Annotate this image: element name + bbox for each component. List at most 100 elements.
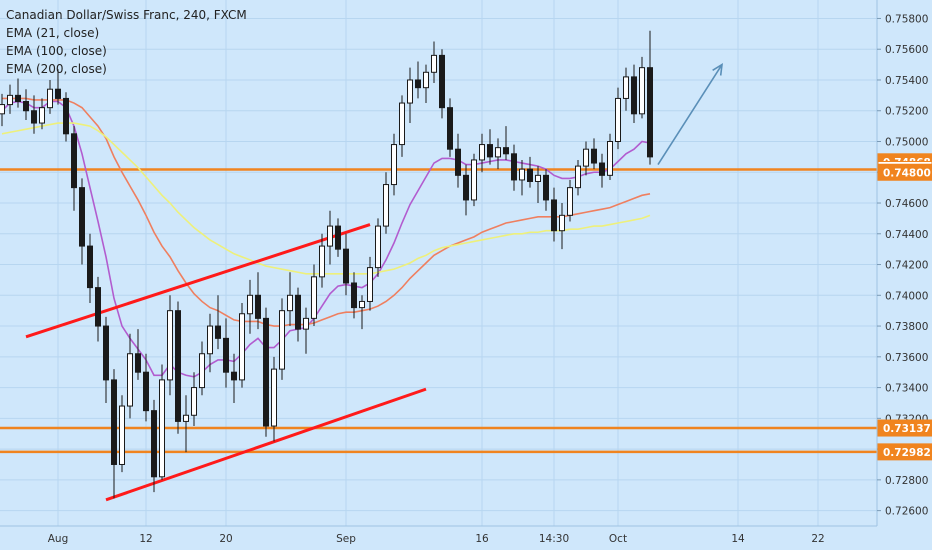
candle [247, 279, 253, 334]
candle [399, 95, 405, 157]
candle-body [599, 162, 605, 176]
candle-body [647, 67, 653, 158]
candle-body [495, 147, 501, 158]
candle [647, 30, 653, 165]
candle-body [503, 147, 509, 155]
candle-body [239, 313, 245, 381]
price-label-badge: 0.73137 [877, 419, 932, 437]
candle [479, 133, 485, 173]
candle-body [575, 165, 581, 189]
candle [463, 164, 469, 216]
candle [631, 64, 637, 124]
candle [431, 41, 437, 84]
candle-body [271, 368, 277, 427]
candle-body [255, 294, 261, 319]
time-axis-tick-label: 14:30 [539, 533, 569, 545]
candle [0, 93, 5, 127]
candle [575, 159, 581, 196]
candle [63, 92, 69, 142]
candle [303, 307, 309, 354]
candle [231, 353, 237, 403]
price-axis-tick-label: 0.75600 [885, 44, 928, 56]
time-axis-tick-label: Oct [609, 533, 627, 545]
candle [351, 272, 357, 319]
candle-body [207, 325, 213, 355]
price-axis-tick-label: 0.73400 [885, 383, 928, 395]
candle [87, 233, 93, 303]
candle-body [159, 379, 165, 478]
price-axis-tick-label: 0.73800 [885, 321, 928, 333]
candle [503, 126, 509, 160]
candle-body [231, 371, 237, 381]
price-label-text: 0.72982 [883, 447, 931, 459]
candle [391, 133, 397, 196]
price-label-text: 0.73137 [883, 423, 931, 435]
candle [119, 395, 125, 473]
candle-body [279, 310, 285, 370]
candle-body [55, 88, 61, 99]
candle-body [319, 245, 325, 278]
candle [271, 356, 277, 442]
legend-ema-100: EMA (100, close) [6, 44, 107, 58]
candle [439, 49, 445, 119]
candle-body [431, 54, 437, 73]
candle-body [247, 294, 253, 315]
time-axis-background [0, 526, 932, 550]
candle [135, 329, 141, 380]
candle [223, 318, 229, 388]
price-axis-tick-label: 0.75800 [885, 13, 928, 25]
candle [31, 95, 37, 134]
candle-body [199, 353, 205, 389]
candle-body [111, 379, 117, 465]
candle [311, 264, 317, 327]
candle-body [623, 76, 629, 99]
candle-body [295, 294, 301, 330]
time-axis-tick-label: 16 [475, 533, 489, 545]
candle-body [0, 104, 5, 115]
candle [127, 333, 133, 419]
candle-body [127, 353, 133, 407]
price-axis-tick-label: 0.74200 [885, 260, 928, 272]
candle [487, 129, 493, 165]
candle-body [375, 225, 381, 269]
candle [455, 133, 461, 188]
candle [215, 295, 221, 350]
candle-body [559, 214, 565, 232]
candle-body [335, 225, 341, 250]
candle [15, 78, 21, 108]
candle [375, 218, 381, 277]
candle [191, 372, 197, 427]
candle-body [343, 248, 349, 284]
candle-body [63, 97, 69, 135]
candle [607, 133, 613, 180]
candle-body [479, 144, 485, 161]
candle [175, 301, 181, 434]
candle-body [639, 67, 645, 115]
candle-body [119, 405, 125, 465]
candle [39, 98, 45, 130]
candle-body [23, 101, 29, 112]
price-label-box [877, 443, 932, 461]
candle [295, 287, 301, 342]
candle-body [71, 133, 77, 189]
candle-body [543, 174, 549, 201]
candle-body [567, 187, 573, 216]
time-axis-tick-label: 22 [811, 533, 824, 545]
candle [599, 153, 605, 188]
candle [519, 159, 525, 196]
candle-body [175, 310, 181, 422]
time-axis-tick-label: Aug [48, 533, 69, 545]
candle-body [183, 414, 189, 422]
candle-body [447, 107, 453, 150]
candle [47, 79, 53, 114]
time-axis-tick-label: 20 [219, 533, 232, 545]
candle [199, 341, 205, 396]
candle-body [471, 159, 477, 201]
candle [159, 364, 165, 480]
candle [551, 187, 557, 242]
candle [639, 56, 645, 119]
candle [615, 87, 621, 150]
candle [335, 218, 341, 257]
